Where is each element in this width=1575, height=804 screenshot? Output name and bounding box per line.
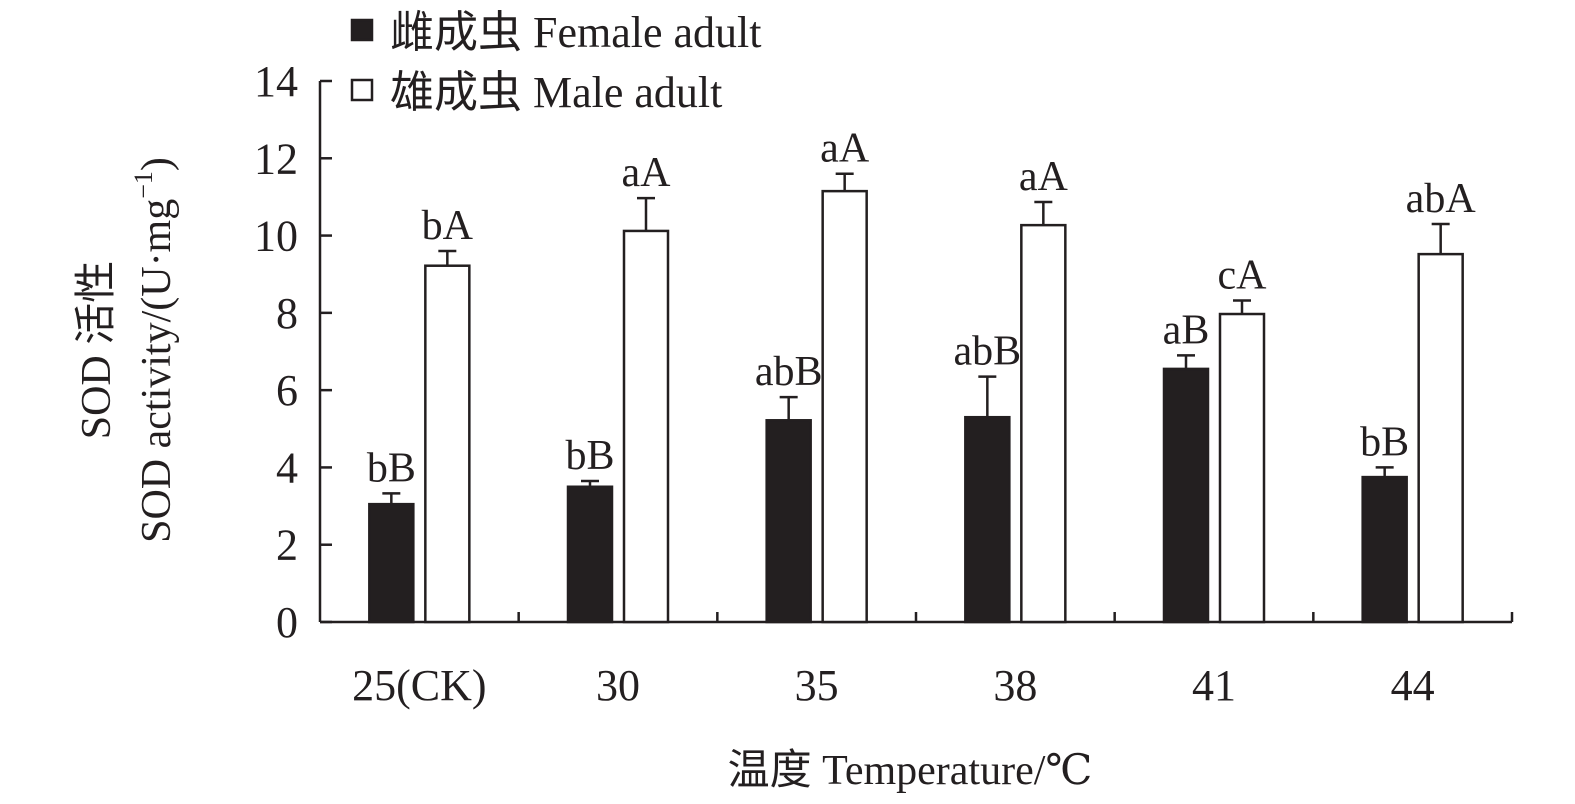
bar-female bbox=[566, 485, 614, 624]
x-tick-label: 25(CK) bbox=[352, 661, 486, 710]
bar-female bbox=[964, 415, 1011, 624]
bars bbox=[368, 172, 1464, 624]
significance-label: aB bbox=[1163, 307, 1210, 353]
significance-label: aA bbox=[622, 150, 672, 196]
x-tick-label: 30 bbox=[596, 661, 640, 710]
y-tick-label: 10 bbox=[254, 212, 298, 261]
y-tick-label: 4 bbox=[276, 443, 298, 492]
bar-male bbox=[1417, 252, 1464, 624]
significance-label: aA bbox=[820, 126, 870, 172]
significance-label: abB bbox=[755, 349, 823, 395]
legend-label: 雌成虫 Female adult bbox=[390, 8, 762, 57]
legend: 雌成虫 Female adult 雄成虫 Male adult bbox=[350, 8, 762, 117]
y-tick-label: 2 bbox=[276, 521, 298, 570]
significance-label: aA bbox=[1019, 154, 1069, 200]
y-tick-label: 12 bbox=[254, 134, 298, 183]
significance-label: bB bbox=[367, 445, 416, 491]
y-axis-title-superscript: −1 bbox=[129, 171, 158, 199]
bar-female bbox=[1162, 367, 1210, 624]
bar-male bbox=[1218, 312, 1266, 624]
significance-label: cA bbox=[1218, 252, 1268, 298]
significance-label: bA bbox=[422, 203, 474, 249]
x-axis: 25(CK) 30 35 38 41 44 bbox=[320, 612, 1514, 710]
bar-male bbox=[821, 189, 868, 624]
legend-swatch-female bbox=[350, 18, 374, 42]
x-axis-title: 温度 Temperature/℃ bbox=[728, 748, 1093, 794]
y-tick-label: 8 bbox=[276, 289, 298, 338]
x-tick-label: 38 bbox=[993, 661, 1037, 710]
y-tick-label: 0 bbox=[276, 598, 298, 647]
bar-female bbox=[765, 419, 812, 624]
legend-label: 雄成虫 Male adult bbox=[390, 68, 722, 117]
significance-label: bB bbox=[1360, 419, 1409, 465]
y-axis: 0 2 4 6 8 10 12 14 bbox=[254, 57, 332, 647]
bar-female bbox=[368, 502, 415, 624]
bar-male bbox=[622, 229, 670, 624]
bar-male bbox=[424, 264, 471, 624]
y-axis-title-line1: SOD 活性 bbox=[74, 261, 120, 440]
bar-female bbox=[1361, 475, 1408, 624]
significance-label: bB bbox=[565, 433, 614, 479]
x-tick-label: 41 bbox=[1192, 661, 1236, 710]
y-tick-label: 14 bbox=[254, 57, 298, 106]
x-tick-label: 35 bbox=[795, 661, 839, 710]
significance-label: abA bbox=[1406, 176, 1477, 222]
legend-swatch-male bbox=[350, 78, 374, 102]
x-tick-label: 44 bbox=[1391, 661, 1435, 710]
significance-label: abB bbox=[954, 329, 1022, 375]
bar-male bbox=[1020, 223, 1067, 624]
y-tick-label: 6 bbox=[276, 366, 298, 415]
y-axis-title-line2: SOD activity/(U·mg−1) bbox=[129, 157, 180, 543]
